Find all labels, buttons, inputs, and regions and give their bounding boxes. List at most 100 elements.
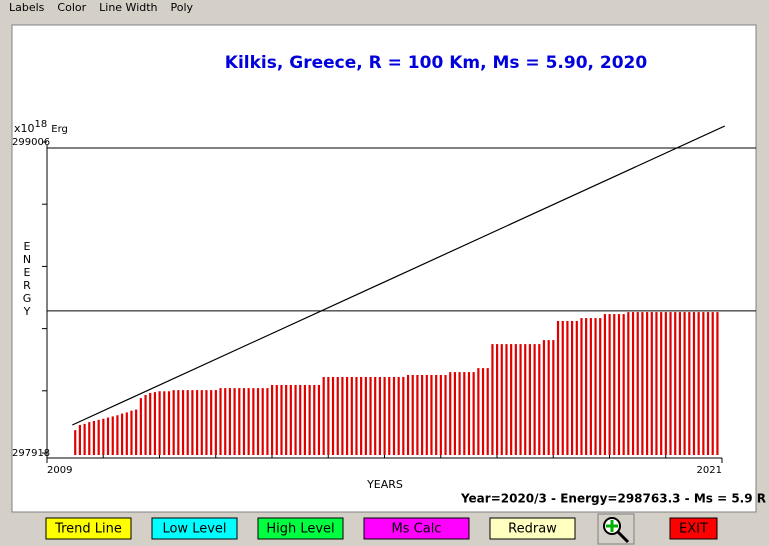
bar [627, 312, 630, 455]
bar [542, 340, 546, 455]
bar [111, 416, 114, 455]
bar [617, 314, 621, 455]
x-tick-label: 2021 [697, 465, 722, 476]
bar [458, 372, 461, 455]
bar [547, 340, 550, 455]
bar [92, 420, 96, 455]
bar [336, 376, 339, 455]
bar [350, 376, 353, 455]
bar [402, 376, 405, 455]
chart-title: Kilkis, Greece, R = 100 Km, Ms = 5.90, 2… [225, 53, 648, 73]
menu-item[interactable]: Labels [9, 1, 45, 14]
button-label[interactable]: Low Level [162, 522, 226, 537]
bar [289, 384, 292, 455]
button-label[interactable]: Trend Line [54, 522, 122, 537]
bar [406, 374, 410, 455]
bar [285, 384, 288, 455]
bar [369, 376, 372, 455]
bar [688, 312, 691, 455]
bar [481, 368, 485, 455]
bar [247, 388, 250, 455]
menu-item[interactable]: Poly [171, 1, 194, 14]
bar [181, 390, 185, 455]
button-label[interactable]: High Level [266, 522, 334, 537]
bar [655, 312, 658, 455]
bar [556, 320, 560, 455]
bar [674, 312, 677, 455]
bar [177, 390, 180, 455]
trend-line [72, 125, 726, 426]
bar [374, 376, 377, 455]
button[interactable] [257, 517, 344, 540]
bar [210, 390, 213, 455]
bar [88, 422, 91, 455]
zoom-handle [616, 530, 630, 544]
bar [411, 374, 414, 455]
zoom-button[interactable] [597, 513, 635, 545]
bar [158, 391, 161, 455]
bar [135, 409, 138, 455]
bar [355, 376, 358, 455]
bar [360, 376, 363, 455]
y-unit-exp: 18 [35, 119, 48, 130]
bar [505, 344, 508, 455]
menu-item[interactable]: Color [57, 1, 86, 14]
bar [449, 372, 452, 455]
bar [219, 388, 222, 455]
bar [167, 391, 171, 455]
bar [552, 340, 555, 455]
bar [186, 390, 189, 455]
bar [580, 318, 583, 455]
button[interactable] [669, 517, 718, 540]
bar [102, 418, 105, 455]
status-text: Year=2020/3 - Energy=298763.3 - Ms = 5.9… [460, 492, 766, 506]
bar [196, 390, 199, 455]
bar [570, 320, 574, 455]
button[interactable] [489, 517, 576, 540]
menu-item[interactable]: Line Width [99, 1, 157, 14]
bar [622, 314, 625, 455]
bar [78, 424, 81, 455]
bar [631, 312, 635, 455]
bar [271, 384, 274, 455]
bar [477, 368, 480, 455]
bar [678, 312, 682, 455]
button[interactable] [151, 517, 238, 540]
button[interactable] [45, 517, 132, 540]
bar [331, 376, 335, 455]
bar [496, 344, 499, 455]
bar [528, 344, 531, 455]
bar [388, 376, 391, 455]
bar [378, 376, 382, 455]
x-axis-label: YEARS [366, 478, 403, 491]
zoom-plus [606, 520, 618, 532]
bar [472, 372, 475, 455]
bar [650, 312, 653, 455]
y-axis-letter: Y [23, 305, 31, 318]
y-unit-name: Erg [51, 124, 68, 135]
bar [256, 388, 260, 455]
button-label[interactable]: EXIT [679, 522, 708, 537]
bar [589, 318, 592, 455]
bar [702, 312, 705, 455]
bar [299, 384, 302, 455]
button-label[interactable]: Redraw [508, 522, 557, 537]
button-label[interactable]: Ms Calc [392, 522, 442, 537]
button[interactable] [363, 517, 470, 540]
bar [641, 312, 644, 455]
bar [228, 388, 232, 455]
bar [397, 376, 400, 455]
bar [421, 374, 424, 455]
bar [191, 390, 194, 455]
bar [120, 413, 124, 455]
bar [613, 314, 616, 455]
bar [172, 390, 175, 455]
bar [149, 392, 152, 455]
bar [83, 423, 86, 455]
bar [453, 372, 457, 455]
bar [252, 388, 255, 455]
bar [575, 320, 578, 455]
bar [238, 388, 241, 455]
bar [345, 376, 349, 455]
bar [313, 384, 316, 455]
